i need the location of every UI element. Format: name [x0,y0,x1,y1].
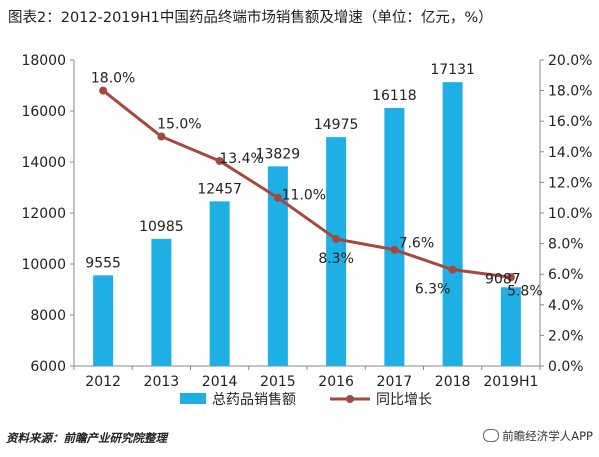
x-tick-label: 2018 [435,374,471,390]
legend-swatch-point [346,395,354,403]
growth-line [102,89,512,279]
growth-point [506,273,515,282]
growth-value-label: 8.3% [318,251,354,267]
right-tick-label: 12.0% [548,175,592,191]
x-tick-label: 2019H1 [483,374,538,390]
watermark: 前瞻经济学人APP [483,428,593,444]
growth-point [157,132,166,141]
left-tick-label: 18000 [21,53,66,69]
legend-label-bar: 总药品销售额 [212,392,296,408]
right-tick-label: 6.0% [548,267,584,283]
left-tick-label: 14000 [21,155,66,171]
bar [326,137,347,366]
x-tick-label: 2017 [377,374,413,390]
bar-value-label: 17131 [430,62,475,78]
wechat-icon [483,429,500,442]
growth-point [273,193,282,202]
source-note: 资料来源：前瞻产业研究院整理 [6,431,167,445]
chart-title: 图表2：2012-2019H1中国药品终端市场销售额及增速（单位：亿元，%） [8,10,493,26]
bar-value-label: 13829 [256,146,301,162]
growth-point [332,235,341,244]
growth-value-label: 5.8% [507,283,543,299]
bar [442,82,463,367]
right-tick-label: 20.0% [548,53,592,69]
bar [500,287,521,366]
right-tick-label: 0.0% [548,359,584,375]
bar-value-label: 16118 [372,88,417,104]
bar [267,166,288,366]
growth-value-label: 13.4% [219,151,263,167]
growth-value-label: 11.0% [282,188,326,204]
right-tick-label: 10.0% [548,206,592,222]
bar-value-label: 9087 [485,271,521,287]
axes: 6000 8000 10000 12000 14000 16000 18000 0.0% 2.0… [21,53,592,390]
left-tick-label: 10000 [21,257,66,273]
right-tick-label: 8.0% [548,237,584,253]
growth-point [448,265,457,274]
bar [93,275,114,366]
right-tick-label: 18.0% [548,84,592,100]
right-tick-label: 16.0% [548,114,592,130]
bar-value-label: 14975 [314,117,359,133]
bar [209,201,230,366]
growth-point [390,245,399,254]
x-tick-label: 2014 [202,374,238,390]
growth-value-label: 6.3% [415,282,451,298]
growth-point [99,86,108,95]
bar [384,107,405,366]
bar-value-label: 10985 [139,219,184,235]
bar-value-label: 12457 [197,181,242,197]
growth-value-label: 15.0% [157,117,201,133]
x-tick-label: 2013 [144,374,180,390]
growth-value-label: 7.6% [399,236,435,252]
left-tick-label: 8000 [30,308,66,324]
x-tick-label: 2016 [318,374,354,390]
watermark-text: 前瞻经济学人APP [502,429,593,443]
legend-swatch-bar [180,393,206,404]
data-labels: 9555 10985 12457 13829 14975 16118 17131 9087 18… [85,62,542,299]
left-tick-label: 16000 [21,104,66,120]
right-tick-label: 2.0% [548,328,584,344]
bar [151,238,172,366]
x-tick-label: 2012 [85,374,121,390]
right-tick-label: 4.0% [548,298,584,314]
bar-value-label: 9555 [85,255,121,271]
growth-value-label: 18.0% [91,71,135,87]
left-tick-label: 6000 [30,359,66,375]
legend: 总药品销售额 同比增长 [180,392,432,408]
legend-label-line: 同比增长 [376,392,432,408]
growth-point [215,156,224,165]
bar-series [93,82,521,367]
right-tick-label: 14.0% [548,145,592,161]
line-series [99,86,515,282]
x-tick-label: 2015 [260,374,296,390]
left-tick-label: 12000 [21,206,66,222]
